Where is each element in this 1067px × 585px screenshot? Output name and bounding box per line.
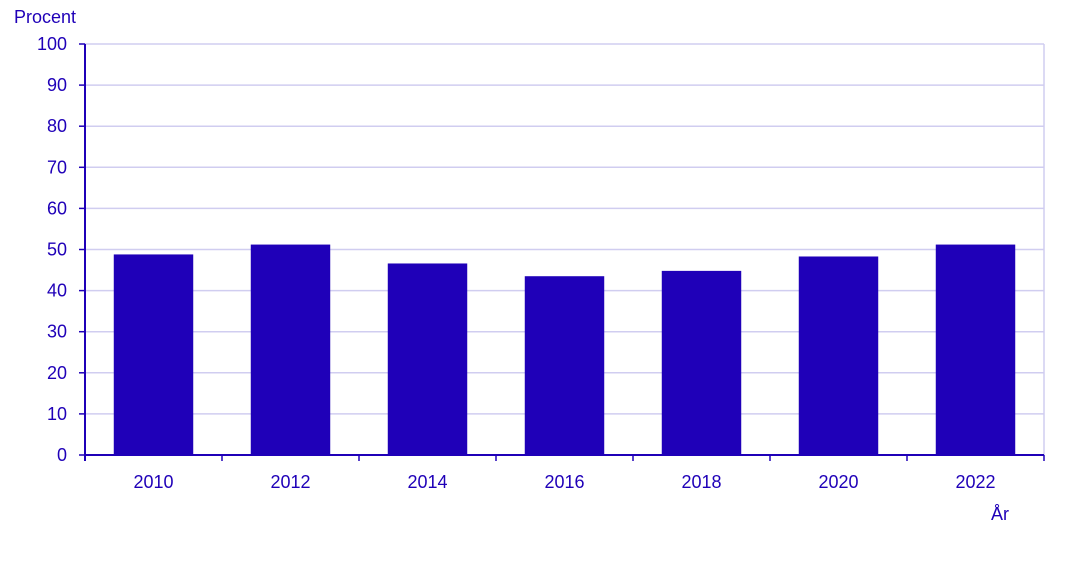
bar-2022 [935, 244, 1016, 455]
y-tick-label: 80 [47, 116, 67, 136]
x-tick-label: 2022 [955, 472, 995, 492]
bar-2016 [524, 276, 605, 455]
y-tick-label: 20 [47, 363, 67, 383]
x-tick-label: 2020 [818, 472, 858, 492]
y-tick-label: 100 [37, 34, 67, 54]
bar-2012 [250, 244, 331, 455]
x-tick-label: 2016 [544, 472, 584, 492]
y-tick-label: 30 [47, 322, 67, 342]
axes: 0 10 20 30 40 50 60 70 80 90 100 2010 2012 2014 2016 20… [37, 34, 1045, 492]
bar-2014 [387, 263, 468, 455]
gridlines [85, 43, 1045, 455]
y-tick-label: 70 [47, 157, 67, 177]
y-tick-label: 10 [47, 404, 67, 424]
x-tick-label: 2012 [270, 472, 310, 492]
x-tick-label: 2014 [407, 472, 447, 492]
bar-2010 [113, 254, 194, 455]
y-tick-label: 50 [47, 240, 67, 260]
y-axis-label: Procent [14, 7, 76, 27]
x-tick-label: 2018 [681, 472, 721, 492]
bar-2020 [798, 256, 879, 455]
y-tick-label: 60 [47, 198, 67, 218]
y-tick-label: 0 [57, 445, 67, 465]
bars [113, 244, 1016, 455]
y-tick-label: 90 [47, 75, 67, 95]
x-tick-label: 2010 [133, 472, 173, 492]
y-tick-label: 40 [47, 281, 67, 301]
bar-2018 [661, 270, 742, 455]
x-axis-label: År [991, 504, 1009, 524]
